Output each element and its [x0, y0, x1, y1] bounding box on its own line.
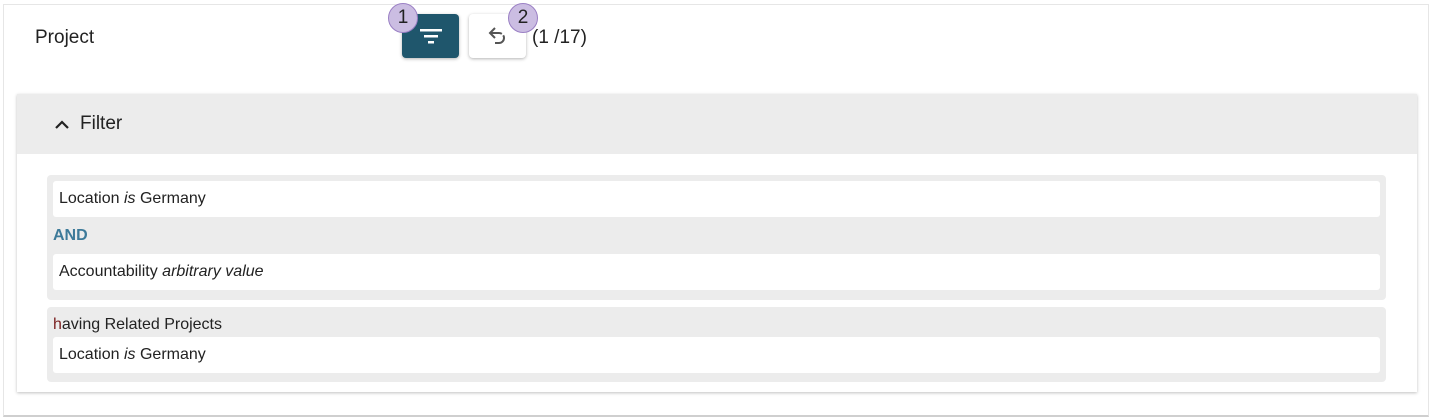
- related-group: having Related Projects Location is Germ…: [47, 307, 1386, 382]
- condition-row[interactable]: Accountability arbitrary value: [53, 254, 1380, 290]
- filter-icon: [419, 29, 442, 44]
- related-label: having Related Projects: [53, 316, 222, 333]
- project-card: Project 1 2 (1 /17) Filter Location is G…: [3, 3, 1429, 417]
- step-badge-1: 1: [388, 3, 418, 33]
- condition-row[interactable]: Location is Germany: [53, 181, 1380, 217]
- result-count: (1 /17): [532, 27, 587, 48]
- and-operator: AND: [53, 227, 88, 244]
- filter-label: Filter: [80, 113, 123, 134]
- condition-group: Location is Germany AND Accountability a…: [47, 175, 1386, 300]
- undo-icon: [488, 27, 505, 44]
- condition-row[interactable]: Location is Germany: [53, 337, 1380, 373]
- filter-panel-header[interactable]: Filter: [17, 94, 1417, 154]
- step-badge-2: 2: [508, 3, 538, 33]
- filter-panel: Filter Location is Germany AND Accountab…: [17, 94, 1417, 392]
- page-title: Project: [35, 27, 95, 48]
- chevron-up-icon: [55, 120, 69, 129]
